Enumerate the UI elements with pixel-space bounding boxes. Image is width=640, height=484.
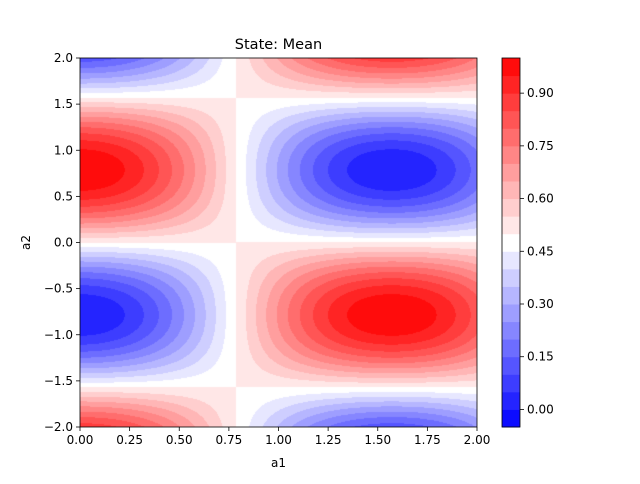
colorbar-band xyxy=(502,145,520,164)
colorbar-band xyxy=(502,93,520,112)
colorbar-band xyxy=(502,268,520,287)
y-tick-label: 0.5 xyxy=(54,189,73,203)
x-tick-label: 0.00 xyxy=(67,433,94,447)
colorbar-tick-label: 0.60 xyxy=(527,192,554,206)
contour-field xyxy=(80,58,477,427)
colorbar-band xyxy=(502,304,520,323)
colorbar-tick-label: 0.15 xyxy=(527,350,554,364)
y-tick-label: 0.0 xyxy=(54,236,73,250)
y-tick-label: 1.0 xyxy=(54,143,73,157)
colorbar-band xyxy=(502,198,520,217)
colorbar-tick-label: 0.45 xyxy=(527,244,554,258)
x-tick-label: 0.25 xyxy=(116,433,143,447)
colorbar-band xyxy=(502,286,520,305)
colorbar-band xyxy=(502,374,520,393)
colorbar-tick-label: 0.00 xyxy=(527,402,554,416)
y-tick-label: −0.5 xyxy=(44,282,73,296)
colorbar-band xyxy=(502,163,520,182)
y-tick-label: −1.5 xyxy=(44,374,73,388)
x-tick-label: 0.75 xyxy=(216,433,243,447)
colorbar-band xyxy=(502,251,520,270)
y-tick-label: 2.0 xyxy=(54,51,73,65)
x-tick-label: 0.50 xyxy=(166,433,193,447)
y-axis-label: a2 xyxy=(19,235,33,250)
x-tick-label: 1.25 xyxy=(315,433,342,447)
colorbar-band xyxy=(502,339,520,358)
colorbar-band xyxy=(502,75,520,94)
chart-title: State: Mean xyxy=(235,37,322,53)
x-tick-label: 1.50 xyxy=(364,433,391,447)
colorbar-tick-label: 0.75 xyxy=(527,139,554,153)
y-tick-label: −1.0 xyxy=(44,328,73,342)
colorbar-tick-label: 0.90 xyxy=(527,86,554,100)
x-tick-label: 2.00 xyxy=(464,433,491,447)
x-tick-label: 1.00 xyxy=(265,433,292,447)
colorbar-band xyxy=(502,128,520,147)
colorbar-band xyxy=(502,409,520,428)
colorbar-tick-label: 0.30 xyxy=(527,297,554,311)
colorbar-band xyxy=(502,391,520,410)
colorbar-band xyxy=(502,110,520,129)
colorbar-band xyxy=(502,356,520,375)
y-tick-label: −2.0 xyxy=(44,420,73,434)
colorbar-frame xyxy=(501,57,521,428)
y-tick-label: 1.5 xyxy=(54,97,73,111)
colorbar-band xyxy=(502,181,520,200)
x-tick-label: 1.75 xyxy=(414,433,441,447)
colorbar-band xyxy=(502,233,520,252)
colorbar-band xyxy=(502,321,520,340)
x-axis-label: a1 xyxy=(271,456,286,470)
colorbar-band xyxy=(502,58,520,77)
colorbar-band xyxy=(502,216,520,235)
